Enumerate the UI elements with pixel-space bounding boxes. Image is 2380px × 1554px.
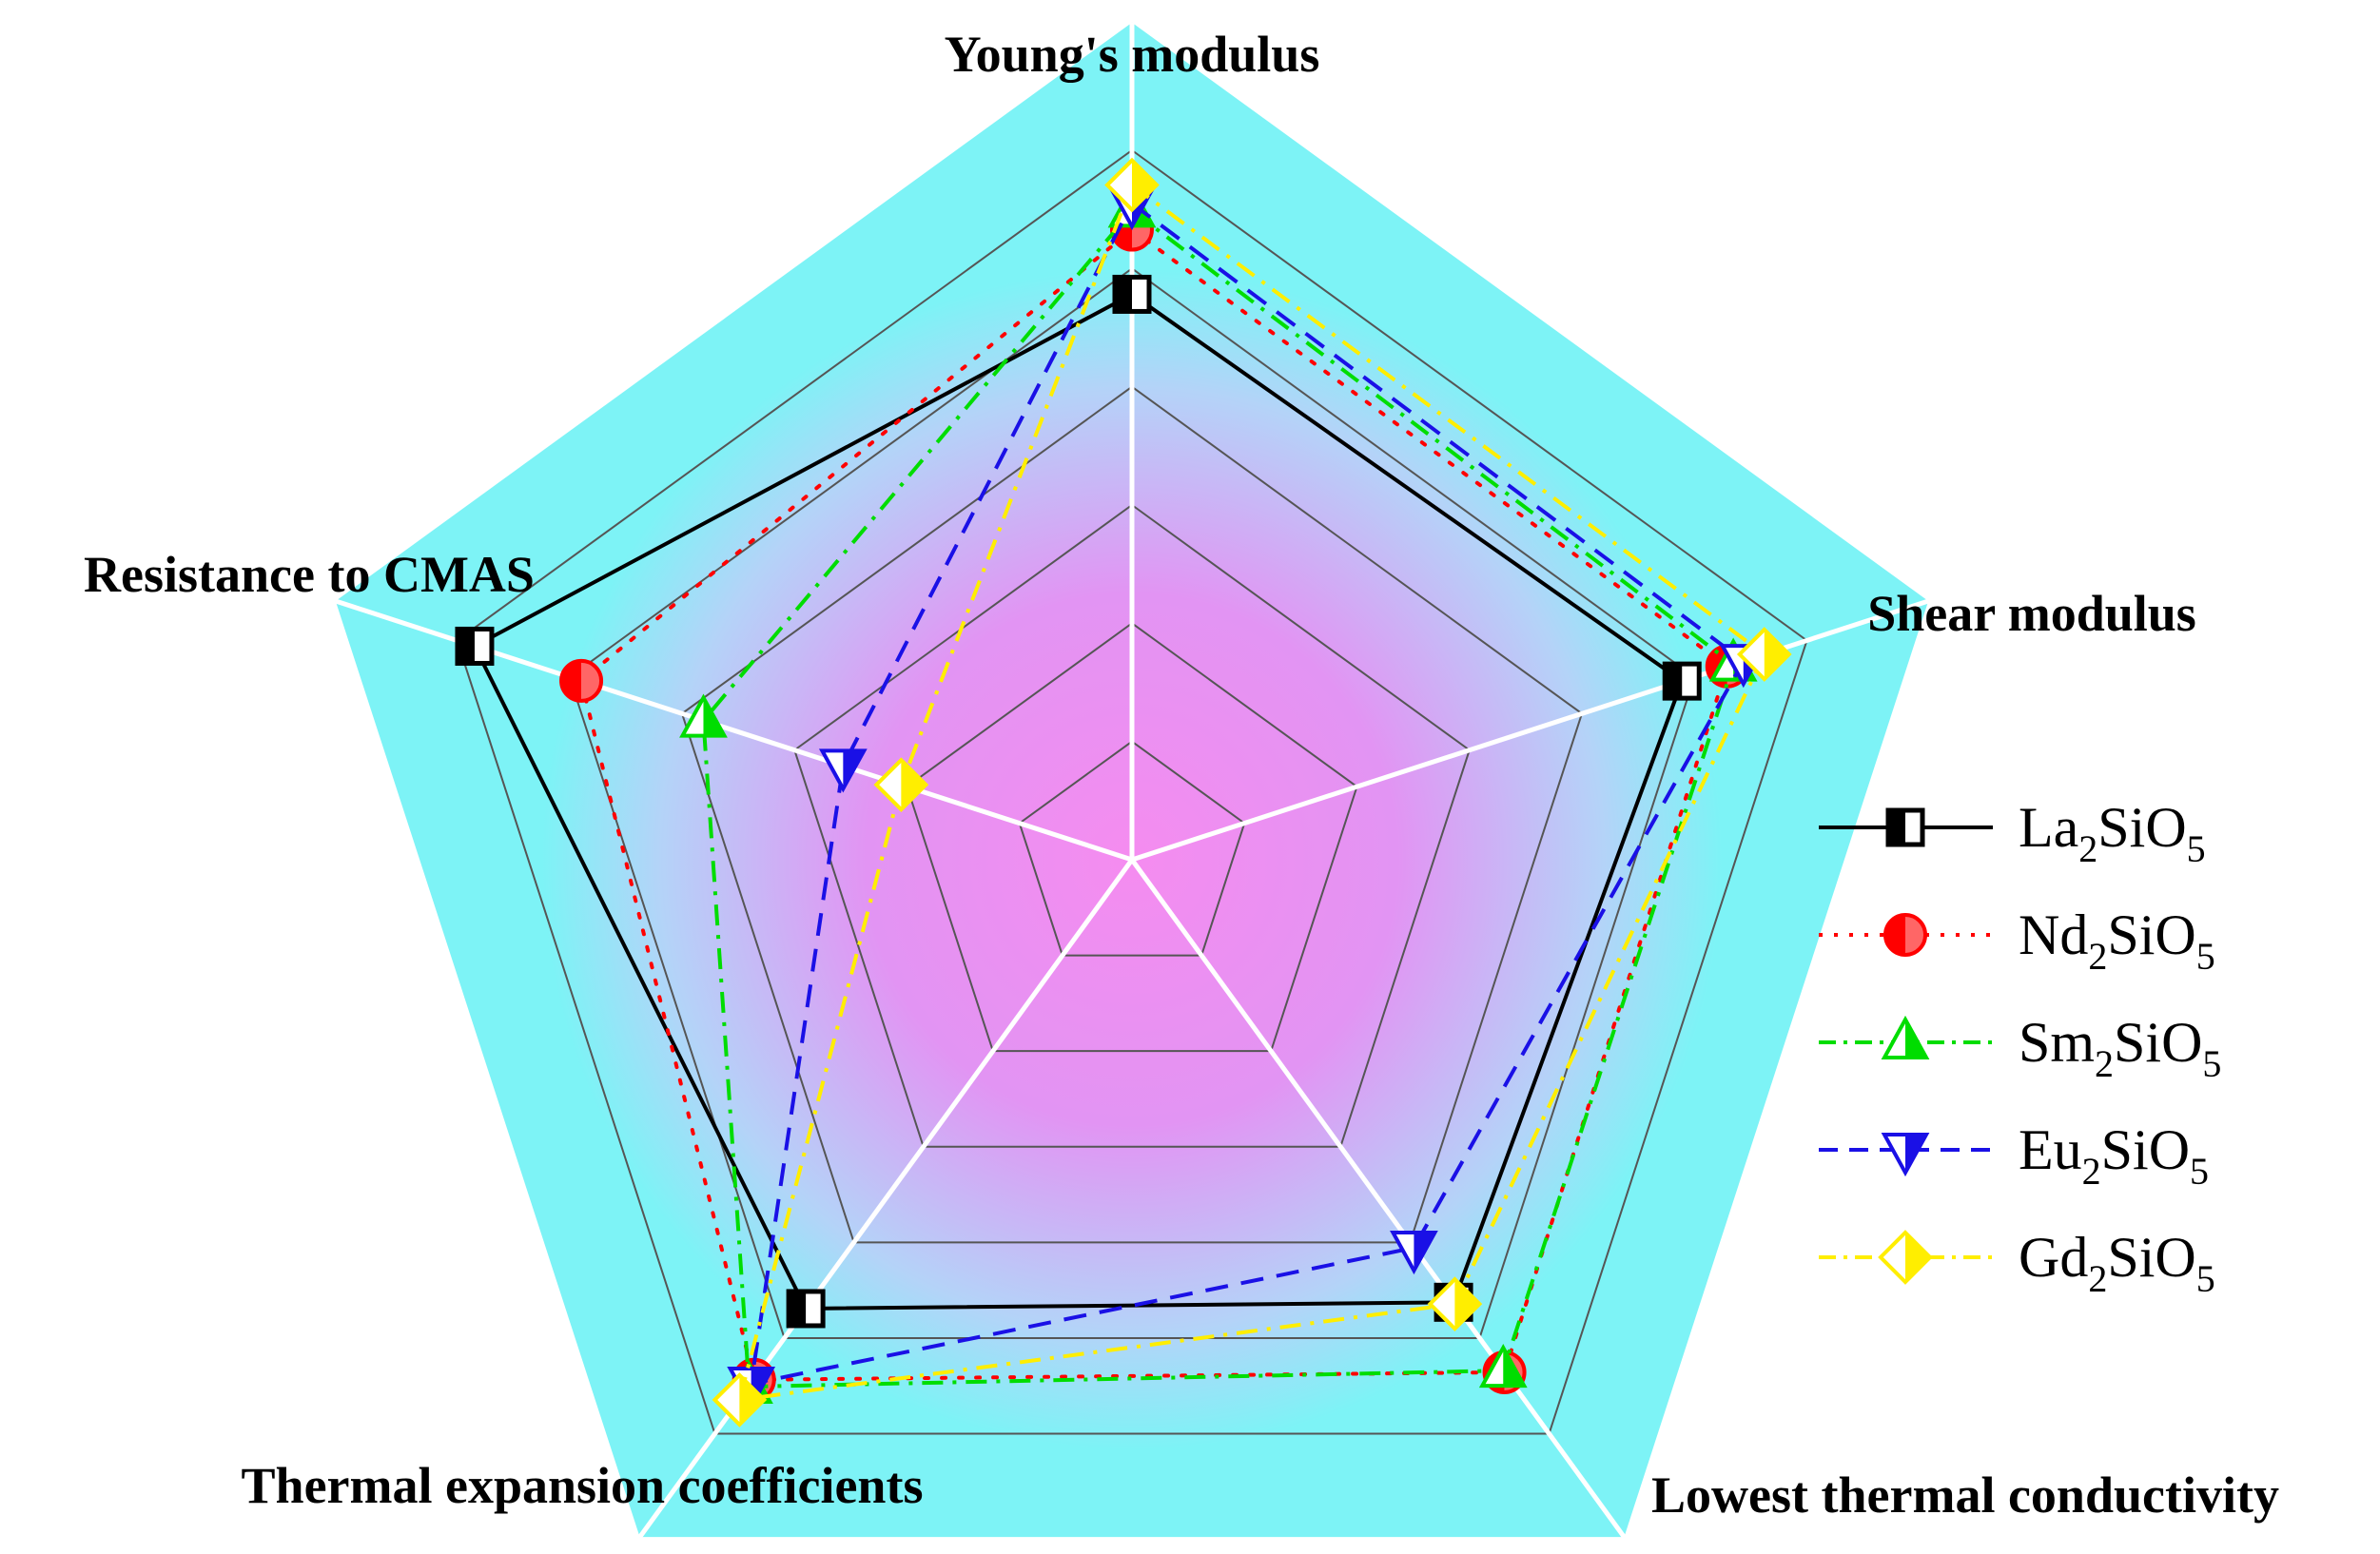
point-La2SiO5-1 [1112, 274, 1152, 314]
point-Eu2SiO5-3 [1390, 1230, 1438, 1275]
grid-ring-6 [456, 148, 1808, 1435]
point-Nd2SiO5-5 [559, 658, 604, 703]
series-line-Eu2SiO5 [749, 200, 1746, 1387]
spoke-3 [1129, 858, 1627, 1539]
point-La2SiO5-4 [786, 1289, 826, 1329]
legend-item-Gd2SiO5: Gd2SiO5 [1819, 1226, 2215, 1300]
point-Sm2SiO5-5 [679, 693, 728, 738]
point-Gd2SiO5-5 [873, 757, 929, 812]
series-line-Nd2SiO5 [578, 227, 1730, 1382]
legend-label-Gd2SiO5: Gd2SiO5 [2019, 1226, 2215, 1300]
legend-item-Nd2SiO5: Nd2SiO5 [1819, 903, 2215, 978]
legend-item-Sm2SiO5: Sm2SiO5 [1819, 1011, 2221, 1085]
legend-marker-Eu2SiO5 [1881, 1133, 1930, 1177]
point-Gd2SiO5-2 [1736, 627, 1792, 682]
point-Gd2SiO5-4 [712, 1372, 768, 1428]
grid-ring-4 [680, 385, 1584, 1244]
grid-ring-3 [793, 503, 1471, 1148]
series-Gd2SiO5 [712, 157, 1792, 1428]
series-line-Sm2SiO5 [701, 207, 1736, 1389]
axis-label-1: Young's modulus [945, 26, 1320, 83]
point-La2SiO5-5 [455, 626, 495, 666]
point-Gd2SiO5-3 [1427, 1276, 1483, 1331]
legend-marker-La2SiO5 [1885, 807, 1925, 847]
point-Gd2SiO5-1 [1104, 157, 1160, 213]
axis-labels: Young's modulus Shear modulus Lowest therm… [84, 26, 2279, 1524]
legend-item-La2SiO5: La2SiO5 [1819, 796, 2206, 870]
series-line-La2SiO5 [472, 292, 1685, 1311]
spoke-2 [1131, 598, 1929, 863]
axis-label-5: Resistance to CMAS [84, 546, 535, 603]
grid-ring-1 [1018, 740, 1246, 957]
axis-label-2: Shear modulus [1867, 585, 2196, 642]
radar-grid [456, 148, 1808, 1435]
legend-marker-Sm2SiO5 [1881, 1015, 1930, 1059]
point-Eu2SiO5-5 [818, 748, 868, 793]
data-series [455, 157, 1792, 1428]
point-La2SiO5-2 [1662, 661, 1702, 701]
spoke-4 [637, 858, 1135, 1539]
legend-marker-Nd2SiO5 [1883, 913, 1927, 957]
grid-ring-2 [906, 622, 1358, 1053]
legend-marker-Gd2SiO5 [1878, 1230, 1933, 1285]
grid-ring-5 [568, 267, 1696, 1339]
legend-item-Eu2SiO5: Eu2SiO5 [1819, 1118, 2209, 1193]
legend-label-Nd2SiO5: Nd2SiO5 [2019, 903, 2215, 978]
legend-label-La2SiO5: La2SiO5 [2019, 796, 2206, 870]
point-Sm2SiO5-3 [1478, 1343, 1528, 1389]
axis-label-4: Thermal expansion coefficients [242, 1457, 924, 1514]
legend-label-Eu2SiO5: Eu2SiO5 [2019, 1118, 2209, 1193]
legend: La2SiO5 Nd2SiO5 Sm2SiO5 Eu2SiO5 Gd2SiO5 [1819, 796, 2221, 1300]
axis-label-3: Lowest thermal conductivity [1651, 1467, 2279, 1524]
legend-label-Sm2SiO5: Sm2SiO5 [2019, 1011, 2221, 1085]
